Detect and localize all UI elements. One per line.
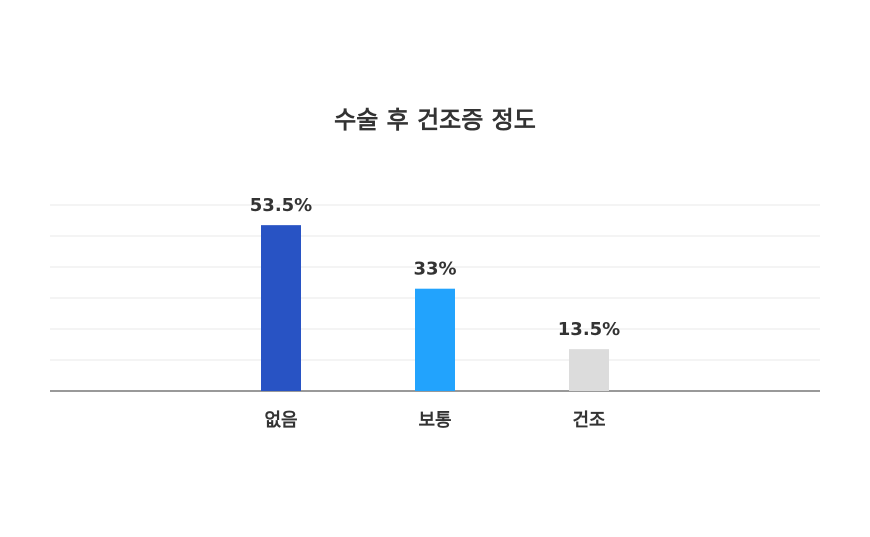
chart-title: 수술 후 건조증 정도 bbox=[334, 106, 536, 134]
value-label: 13.5% bbox=[558, 319, 620, 340]
value-label: 33% bbox=[413, 259, 456, 280]
x-tick-label: 보통 bbox=[418, 410, 451, 431]
value-label: 53.5% bbox=[250, 195, 312, 216]
x-tick-label: 건조 bbox=[572, 410, 605, 431]
bar bbox=[569, 349, 609, 391]
bar bbox=[261, 225, 301, 391]
x-tick-label: 없음 bbox=[264, 410, 297, 431]
bar bbox=[415, 288, 455, 391]
